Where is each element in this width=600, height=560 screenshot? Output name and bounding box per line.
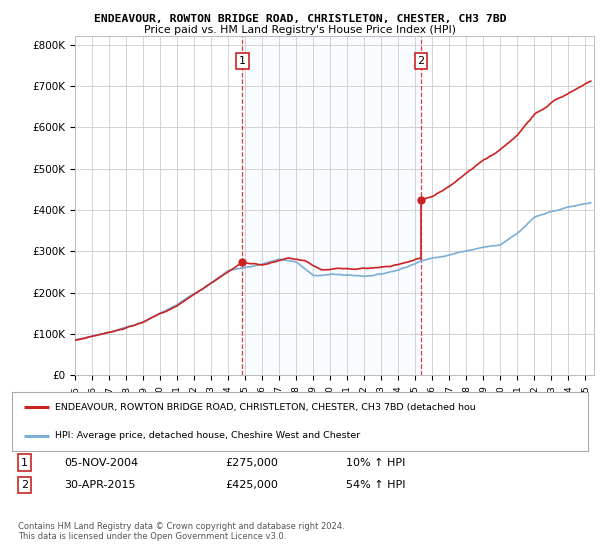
Text: 30-APR-2015: 30-APR-2015	[64, 480, 136, 490]
Text: 2: 2	[21, 480, 28, 490]
Text: 2: 2	[418, 56, 425, 66]
Text: HPI: Average price, detached house, Cheshire West and Chester: HPI: Average price, detached house, Ches…	[55, 431, 361, 440]
Text: Price paid vs. HM Land Registry's House Price Index (HPI): Price paid vs. HM Land Registry's House …	[144, 25, 456, 35]
Bar	[242, 36, 421, 375]
Text: 54% ↑ HPI: 54% ↑ HPI	[346, 480, 406, 490]
Text: ENDEAVOUR, ROWTON BRIDGE ROAD, CHRISTLETON, CHESTER, CH3 7BD (detached hou: ENDEAVOUR, ROWTON BRIDGE ROAD, CHRISTLET…	[55, 403, 476, 412]
Text: 1: 1	[21, 458, 28, 468]
Text: ENDEAVOUR, ROWTON BRIDGE ROAD, CHRISTLETON, CHESTER, CH3 7BD: ENDEAVOUR, ROWTON BRIDGE ROAD, CHRISTLET…	[94, 14, 506, 24]
Text: Contains HM Land Registry data © Crown copyright and database right 2024.
This d: Contains HM Land Registry data © Crown c…	[18, 522, 344, 542]
Text: 05-NOV-2004: 05-NOV-2004	[64, 458, 138, 468]
Text: £275,000: £275,000	[225, 458, 278, 468]
Text: 1: 1	[239, 56, 246, 66]
Text: £425,000: £425,000	[225, 480, 278, 490]
Text: 10% ↑ HPI: 10% ↑ HPI	[346, 458, 406, 468]
